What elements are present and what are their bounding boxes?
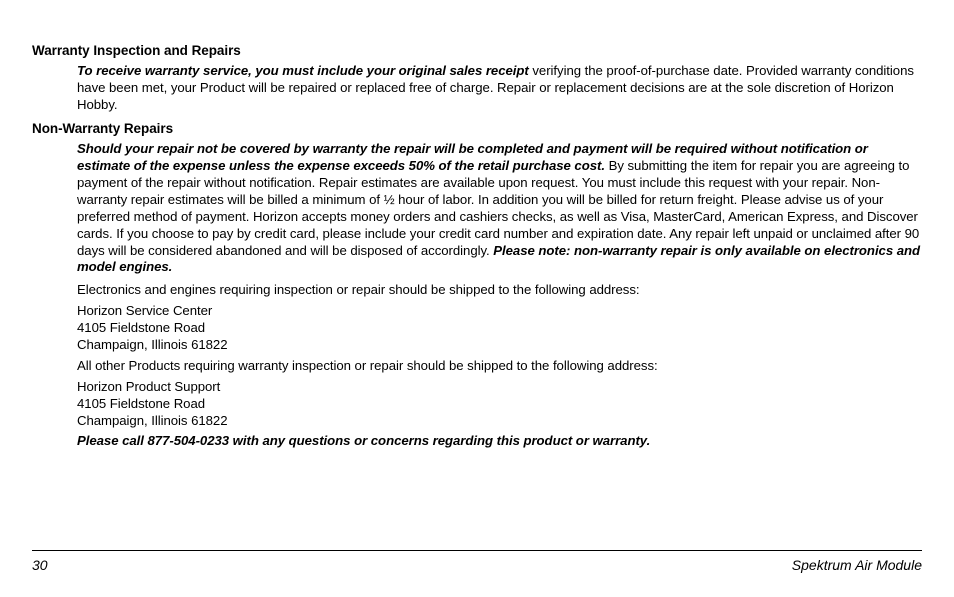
paragraph-warranty-service: To receive warranty service, you must in… xyxy=(77,63,922,114)
address-line: Champaign, Illinois 61822 xyxy=(77,337,922,354)
address-service-center: Horizon Service Center 4105 Fieldstone R… xyxy=(77,303,922,354)
text-ship-electronics: Electronics and engines requiring inspec… xyxy=(77,282,922,299)
address-line: 4105 Fieldstone Road xyxy=(77,320,922,337)
emphasis-receipt-required: To receive warranty service, you must in… xyxy=(77,63,529,78)
paragraph-non-warranty: Should your repair not be covered by war… xyxy=(77,141,922,276)
page-content: Warranty Inspection and Repairs To recei… xyxy=(32,42,922,450)
page-footer: 30 Spektrum Air Module xyxy=(32,550,922,573)
manual-page: Warranty Inspection and Repairs To recei… xyxy=(0,0,954,597)
address-line: Horizon Service Center xyxy=(77,303,922,320)
address-product-support: Horizon Product Support 4105 Fieldstone … xyxy=(77,379,922,430)
product-name: Spektrum Air Module xyxy=(792,557,922,573)
heading-warranty-inspection: Warranty Inspection and Repairs xyxy=(32,42,922,59)
address-line: 4105 Fieldstone Road xyxy=(77,396,922,413)
text-ship-other-products: All other Products requiring warranty in… xyxy=(77,358,922,375)
address-line: Horizon Product Support xyxy=(77,379,922,396)
text-phone-contact: Please call 877-504-0233 with any questi… xyxy=(77,433,922,450)
address-line: Champaign, Illinois 61822 xyxy=(77,413,922,430)
page-number: 30 xyxy=(32,557,48,573)
heading-non-warranty: Non-Warranty Repairs xyxy=(32,120,922,137)
